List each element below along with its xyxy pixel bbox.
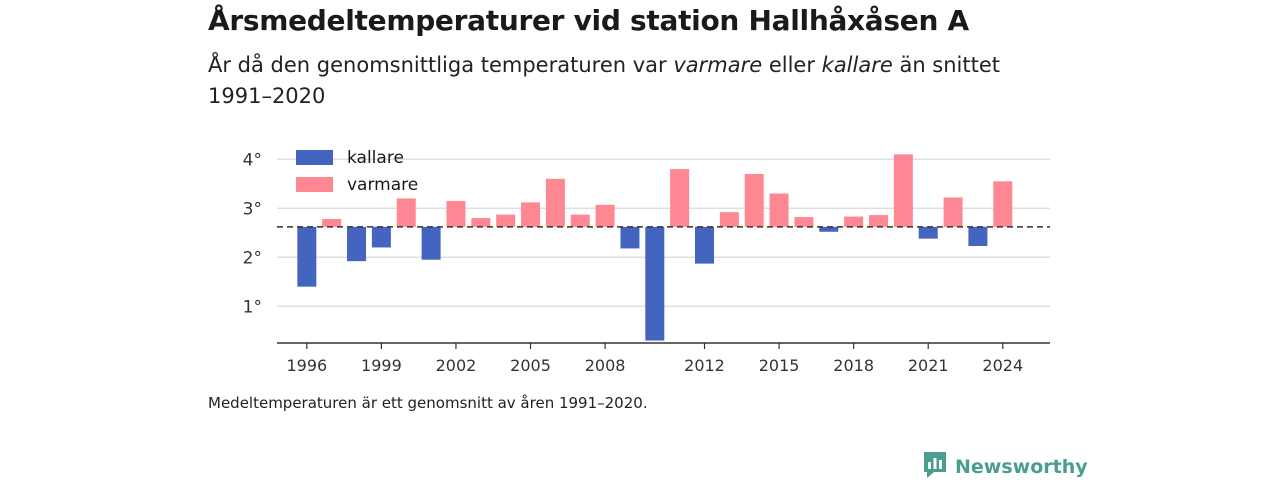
subtitle-warm-word: varmare: [673, 53, 763, 77]
bar-1999: [371, 226, 391, 248]
x-tick-label: 2005: [510, 356, 551, 375]
bar-1996: [297, 226, 317, 287]
bar-1998: [347, 226, 367, 262]
x-tick-label: 2012: [684, 356, 725, 375]
bar-2009: [620, 226, 640, 249]
legend-label-varmare: varmare: [347, 175, 418, 195]
legend-label-kallare: kallare: [347, 148, 404, 168]
bar-2007: [570, 214, 590, 227]
bar-2021: [918, 226, 938, 239]
subtitle-cold-word: kallare: [821, 53, 893, 77]
y-tick-label: 2°: [243, 248, 262, 268]
bar-2010: [645, 226, 665, 341]
bar-2019: [868, 215, 888, 227]
legend-swatch-varmare: [296, 177, 333, 192]
x-tick-label: 2021: [908, 356, 949, 375]
bar-2011: [670, 169, 690, 227]
subtitle-text-start: År då den genomsnittliga temperaturen va…: [208, 53, 674, 77]
x-tick-label: 2002: [436, 356, 477, 375]
bar-2020: [893, 154, 913, 227]
footnote: Medeltemperaturen är ett genomsnitt av å…: [208, 394, 648, 412]
subtitle-text-middle: eller: [762, 53, 822, 77]
bar-2003: [471, 218, 491, 227]
x-tick-label: 2024: [982, 356, 1023, 375]
bar-2022: [943, 197, 963, 227]
x-tick-label: 1999: [361, 356, 402, 375]
x-tick-label: 2015: [759, 356, 800, 375]
x-tick-label: 2008: [585, 356, 626, 375]
bar-2016: [794, 217, 814, 227]
brand-name: Newsworthy: [955, 456, 1088, 478]
x-tick-label: 2018: [833, 356, 874, 375]
bar-2006: [545, 178, 565, 227]
bar-2012: [695, 226, 715, 264]
bar-2004: [496, 214, 516, 227]
bar-2023: [968, 226, 988, 246]
bar-2017: [819, 226, 839, 232]
bar-2014: [744, 173, 764, 227]
bar-2024: [993, 181, 1013, 227]
bar-2005: [521, 202, 541, 227]
y-tick-label: 3°: [243, 199, 262, 219]
subtitle-text-end: än snittet 1991–2020: [208, 53, 1001, 108]
x-tick-label: 1996: [286, 356, 327, 375]
bar-2008: [595, 204, 615, 227]
bar-2000: [396, 198, 416, 227]
bar-2013: [719, 212, 739, 227]
bar-2015: [769, 193, 789, 227]
chart-title: Årsmedeltemperaturer vid station Hallhåx…: [208, 4, 969, 37]
bar-1997: [322, 219, 342, 227]
legend-swatch-kallare: [296, 150, 333, 165]
bar-2002: [446, 200, 466, 227]
newsworthy-logo-icon: [922, 450, 948, 484]
bar-2018: [844, 216, 864, 227]
y-tick-label: 1°: [243, 297, 262, 317]
y-tick-label: 4°: [243, 150, 262, 170]
bar-2001: [421, 226, 441, 260]
bar-chart: 1° 2° 3° 4° 1996 1999 2002 2005 2008 2012 2015 2018…: [243, 148, 1050, 375]
chart-subtitle: År då den genomsnittliga temperaturen va…: [208, 50, 1028, 112]
brand[interactable]: Newsworthy: [922, 450, 1088, 484]
